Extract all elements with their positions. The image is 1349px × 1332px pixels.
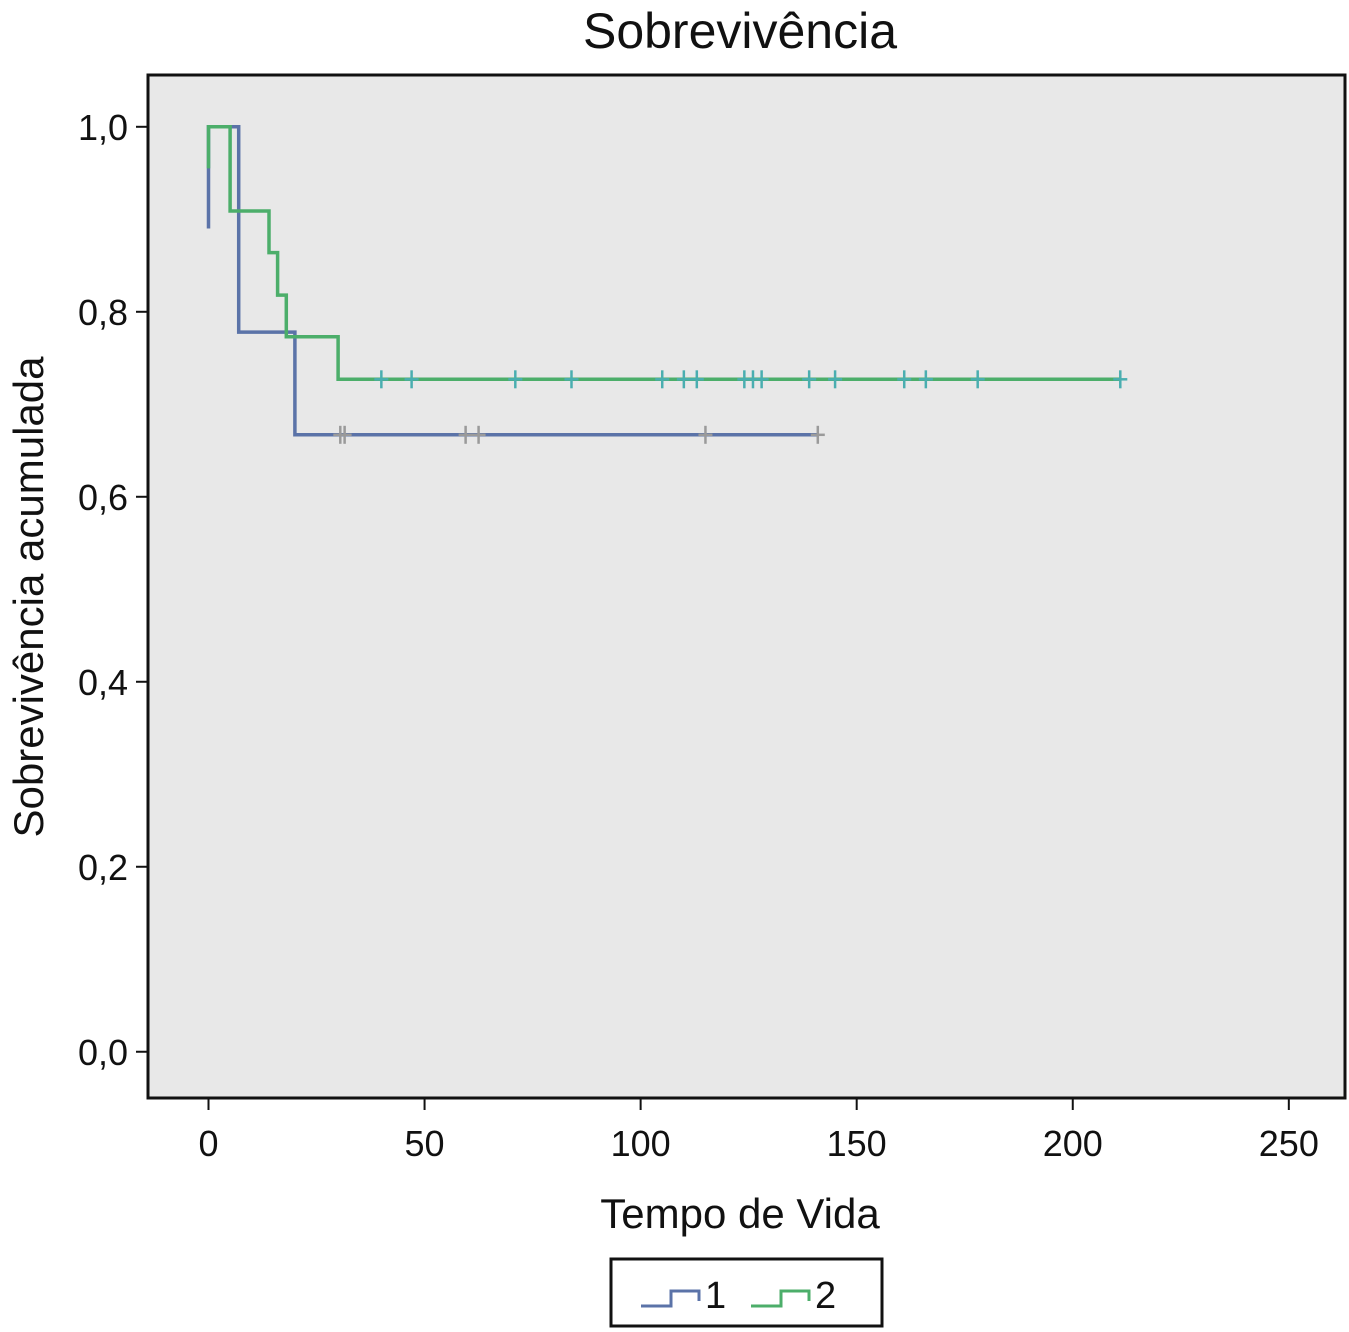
y-tick-label: 1,0 — [78, 107, 128, 148]
x-tick-label: 50 — [405, 1123, 445, 1164]
x-tick-label: 150 — [827, 1123, 887, 1164]
x-tick-label: 100 — [611, 1123, 671, 1164]
legend-swatch-2 — [751, 1289, 811, 1308]
x-axis: 0 50 100 150 200 250 — [198, 1098, 1319, 1164]
x-axis-label: Tempo de Vida — [600, 1190, 880, 1237]
y-tick-label: 0,0 — [78, 1032, 128, 1073]
y-tick-label: 0,4 — [78, 662, 128, 703]
series-2 — [206, 125, 1128, 389]
chart-title: Sobrevivência — [583, 3, 897, 59]
x-tick-label: 0 — [198, 1123, 218, 1164]
y-tick-label: 0,2 — [78, 847, 128, 888]
y-axis: 0,0 0,2 0,4 0,6 0,8 1,0 — [78, 107, 148, 1073]
y-tick-label: 0,8 — [78, 292, 128, 333]
x-tick-label: 250 — [1259, 1123, 1319, 1164]
plot-area — [146, 73, 1347, 1100]
legend-swatch-1 — [641, 1289, 701, 1308]
legend-label-2: 2 — [815, 1275, 836, 1317]
series-layer — [206, 125, 1128, 444]
legend-box — [609, 1257, 884, 1328]
x-tick-label: 200 — [1043, 1123, 1103, 1164]
survival-line-2 — [206, 125, 1121, 382]
legend-label-1: 1 — [705, 1275, 726, 1317]
y-axis-label: Sobrevivência acumulada — [5, 356, 52, 838]
y-tick-label: 0,6 — [78, 477, 128, 518]
